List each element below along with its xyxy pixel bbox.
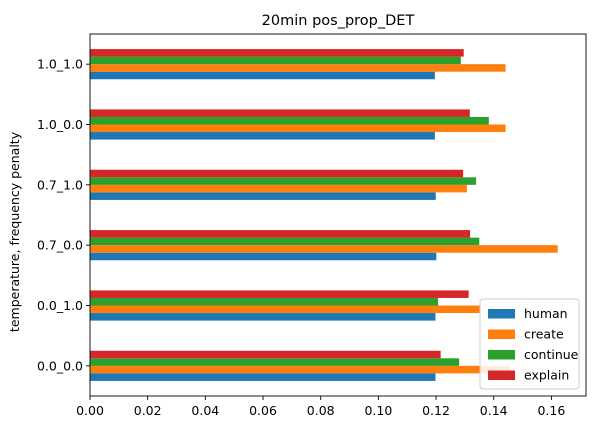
bar-continue-0-0-0-0 — [90, 358, 460, 366]
legend-label-explain: explain — [524, 368, 569, 383]
bar-human-1-0-1-0 — [90, 71, 435, 80]
x-tick-label: 0.16 — [537, 403, 565, 418]
bar-human-0-0-0-0 — [90, 373, 436, 381]
chart-title: 20min pos_prop_DET — [262, 13, 415, 29]
x-tick-label: 0.14 — [480, 403, 508, 418]
bar-create-1-0-1-0 — [90, 64, 506, 72]
legend-swatch-continue — [488, 350, 515, 360]
x-ticks-group: 0.00 0.02 0.04 0.06 0.08 0.10 0.12 0.14 0.16 — [76, 396, 565, 418]
bar-human-0-7-1-0 — [90, 192, 436, 200]
bar-explain-1-0-0-0 — [90, 109, 470, 117]
legend: human create continue explain — [479, 298, 580, 390]
y-tick-label: 0.0_0.0 — [37, 358, 83, 373]
bar-human-0-7-0-0 — [90, 252, 437, 261]
bars-group — [90, 49, 558, 381]
y-tick-label: 0.7_1.0 — [37, 177, 83, 192]
x-tick-label: 0.02 — [134, 403, 162, 418]
bar-create-0-7-1-0 — [90, 184, 467, 193]
bar-explain-0-7-1-0 — [90, 169, 464, 178]
bar-continue-1-0-0-0 — [90, 116, 489, 125]
bar-explain-0-0-0-0 — [90, 350, 441, 359]
legend-swatch-explain — [488, 370, 515, 380]
bar-explain-0-7-0-0 — [90, 230, 471, 238]
plot-frame — [89, 33, 587, 397]
y-tick-label: 0.0_1.0 — [37, 298, 83, 313]
y-tick-label: 1.0_0.0 — [37, 117, 83, 132]
bar-explain-1-0-1-0 — [90, 49, 464, 57]
legend-swatch-create — [488, 329, 515, 339]
bar-human-0-0-1-0 — [90, 313, 436, 321]
x-tick-label: 0.08 — [307, 403, 335, 418]
legend-swatch-human — [488, 309, 515, 319]
bar-explain-0-0-1-0 — [90, 290, 469, 298]
bar-human-1-0-0-0 — [90, 132, 435, 140]
x-tick-label: 0.04 — [191, 403, 219, 418]
bar-create-0-7-0-0 — [90, 245, 558, 253]
bar-create-0-0-1-0 — [90, 305, 481, 314]
bar-create-0-0-0-0 — [90, 365, 510, 374]
legend-label-create: create — [524, 327, 564, 342]
x-tick-label: 0.00 — [76, 403, 104, 418]
x-tick-label: 0.06 — [249, 403, 277, 418]
bar-create-1-0-0-0 — [90, 124, 506, 133]
y-axis-label: temperature, frequency penalty — [7, 131, 22, 332]
bar-continue-1-0-1-0 — [90, 56, 461, 65]
y-tick-label: 0.7_0.0 — [37, 238, 83, 253]
x-tick-label: 0.10 — [364, 403, 392, 418]
legend-label-human: human — [524, 306, 568, 321]
legend-label-continue: continue — [524, 347, 579, 362]
y-ticks-group: 0.0_0.0 0.0_1.0 0.7_0.0 0.7_1.0 1.0_0.0 1.0_1… — [37, 57, 90, 373]
legend-frame — [479, 298, 580, 390]
y-tick-label: 1.0_1.0 — [37, 57, 83, 72]
x-tick-label: 0.12 — [422, 403, 450, 418]
bar-continue-0-7-0-0 — [90, 237, 480, 246]
bar-continue-0-0-1-0 — [90, 297, 439, 306]
bar-continue-0-7-1-0 — [90, 177, 477, 185]
